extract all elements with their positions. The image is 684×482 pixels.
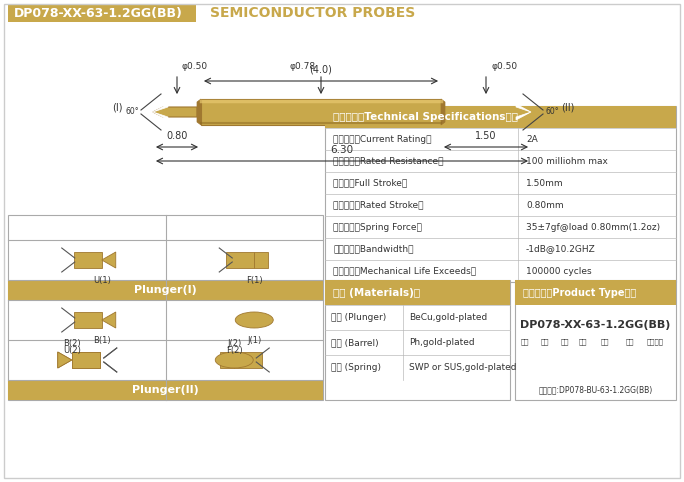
Text: 6.30: 6.30 <box>330 145 354 155</box>
Ellipse shape <box>235 312 273 328</box>
Text: (I): (I) <box>112 103 123 113</box>
Text: 额定电流（Current Rating）: 额定电流（Current Rating） <box>333 134 432 144</box>
Text: (II): (II) <box>561 103 575 113</box>
Polygon shape <box>153 112 168 120</box>
Polygon shape <box>254 252 268 268</box>
Polygon shape <box>74 312 102 328</box>
Polygon shape <box>234 352 262 368</box>
Polygon shape <box>57 352 72 368</box>
Text: U(2): U(2) <box>63 346 81 355</box>
Bar <box>8 380 323 400</box>
Text: 针头 (Plunger): 针头 (Plunger) <box>331 313 386 322</box>
Text: φ0.50: φ0.50 <box>491 62 517 71</box>
Text: 测试寿命（Mechanical Life Exceeds）: 测试寿命（Mechanical Life Exceeds） <box>333 267 476 276</box>
Text: Plunger(II): Plunger(II) <box>132 385 199 395</box>
Text: (4.0): (4.0) <box>310 65 332 75</box>
Text: DP078-XX-63-1.2GG(BB): DP078-XX-63-1.2GG(BB) <box>14 6 183 19</box>
Text: 60°: 60° <box>545 107 559 117</box>
Text: BeCu,gold-plated: BeCu,gold-plated <box>409 313 487 322</box>
Text: -1dB@10.2GHZ: -1dB@10.2GHZ <box>526 244 596 254</box>
Bar <box>515 280 676 400</box>
Polygon shape <box>197 99 201 125</box>
Bar <box>325 280 510 305</box>
Text: 头型: 头型 <box>561 339 569 345</box>
Text: 0.80mm: 0.80mm <box>526 201 564 210</box>
Text: 100000 cycles: 100000 cycles <box>526 267 592 276</box>
Polygon shape <box>226 252 254 268</box>
Text: B(2): B(2) <box>63 339 81 348</box>
Text: 材质 (Materials)：: 材质 (Materials)： <box>333 287 420 297</box>
Text: 订购举例:DP078-BU-63-1.2GG(BB): 订购举例:DP078-BU-63-1.2GG(BB) <box>538 386 653 394</box>
Text: F(1): F(1) <box>246 276 263 285</box>
Text: B(1): B(1) <box>93 336 111 345</box>
Text: 额定弹力（Spring Force）: 额定弹力（Spring Force） <box>333 223 422 231</box>
Text: 弹簧 (Spring): 弹簧 (Spring) <box>331 363 381 372</box>
Polygon shape <box>445 107 531 117</box>
Polygon shape <box>516 112 531 120</box>
Text: DP078-XX-63-1.2GG(BB): DP078-XX-63-1.2GG(BB) <box>521 320 671 330</box>
Text: 2A: 2A <box>526 134 538 144</box>
Text: SEMICONDUCTOR PROBES: SEMICONDUCTOR PROBES <box>210 6 415 20</box>
Text: 额定电阻（Rated Resistance）: 额定电阻（Rated Resistance） <box>333 157 443 165</box>
Text: 镀金: 镀金 <box>626 339 634 345</box>
Text: 0.80: 0.80 <box>166 131 187 141</box>
Text: J(1): J(1) <box>247 336 261 345</box>
Text: 针头材质: 针头材质 <box>646 339 663 345</box>
Text: SWP or SUS,gold-plated: SWP or SUS,gold-plated <box>409 363 516 372</box>
Text: 满行程（Full Stroke）: 满行程（Full Stroke） <box>333 178 407 187</box>
Polygon shape <box>57 352 72 368</box>
Text: 35±7gf@load 0.80mm(1.2oz): 35±7gf@load 0.80mm(1.2oz) <box>526 223 660 231</box>
Text: φ0.78: φ0.78 <box>290 62 316 71</box>
Text: Plunger(I): Plunger(I) <box>134 285 197 295</box>
Polygon shape <box>220 352 234 368</box>
Text: 100 milliohm max: 100 milliohm max <box>526 157 608 165</box>
Text: 规格: 规格 <box>541 339 549 345</box>
Text: J(2): J(2) <box>227 339 241 348</box>
Text: 60°: 60° <box>125 107 139 117</box>
Bar <box>325 106 676 128</box>
Polygon shape <box>72 352 100 368</box>
Text: Ph,gold-plated: Ph,gold-plated <box>409 338 474 347</box>
Polygon shape <box>74 252 102 268</box>
Ellipse shape <box>215 352 253 368</box>
Polygon shape <box>72 352 100 368</box>
Polygon shape <box>153 107 197 117</box>
Text: 1.50mm: 1.50mm <box>526 178 564 187</box>
Bar <box>325 106 676 282</box>
Text: 技术要求（Technical Specifications）：: 技术要求（Technical Specifications）： <box>333 112 518 122</box>
Bar <box>8 280 323 300</box>
Text: 额定行程（Rated Stroke）: 额定行程（Rated Stroke） <box>333 201 423 210</box>
Text: 频率带宽（Bandwidth）: 频率带宽（Bandwidth） <box>333 244 414 254</box>
Text: 针管 (Barrel): 针管 (Barrel) <box>331 338 379 347</box>
Bar <box>325 280 510 400</box>
Polygon shape <box>153 104 168 112</box>
Polygon shape <box>201 99 441 125</box>
Text: 总长: 总长 <box>579 339 588 345</box>
Polygon shape <box>102 312 116 328</box>
FancyBboxPatch shape <box>8 4 196 22</box>
Bar <box>8 215 323 400</box>
Text: 系列: 系列 <box>521 339 529 345</box>
Text: 1.50: 1.50 <box>475 131 497 141</box>
Text: 成品型号（Product Type）：: 成品型号（Product Type）： <box>523 287 636 297</box>
Text: F(2): F(2) <box>226 346 243 355</box>
Polygon shape <box>441 99 445 125</box>
Polygon shape <box>516 104 531 112</box>
Text: 弹力: 弹力 <box>601 339 609 345</box>
Bar <box>515 280 676 305</box>
Text: U(1): U(1) <box>93 276 111 285</box>
Text: φ0.50: φ0.50 <box>182 62 208 71</box>
Polygon shape <box>102 252 116 268</box>
